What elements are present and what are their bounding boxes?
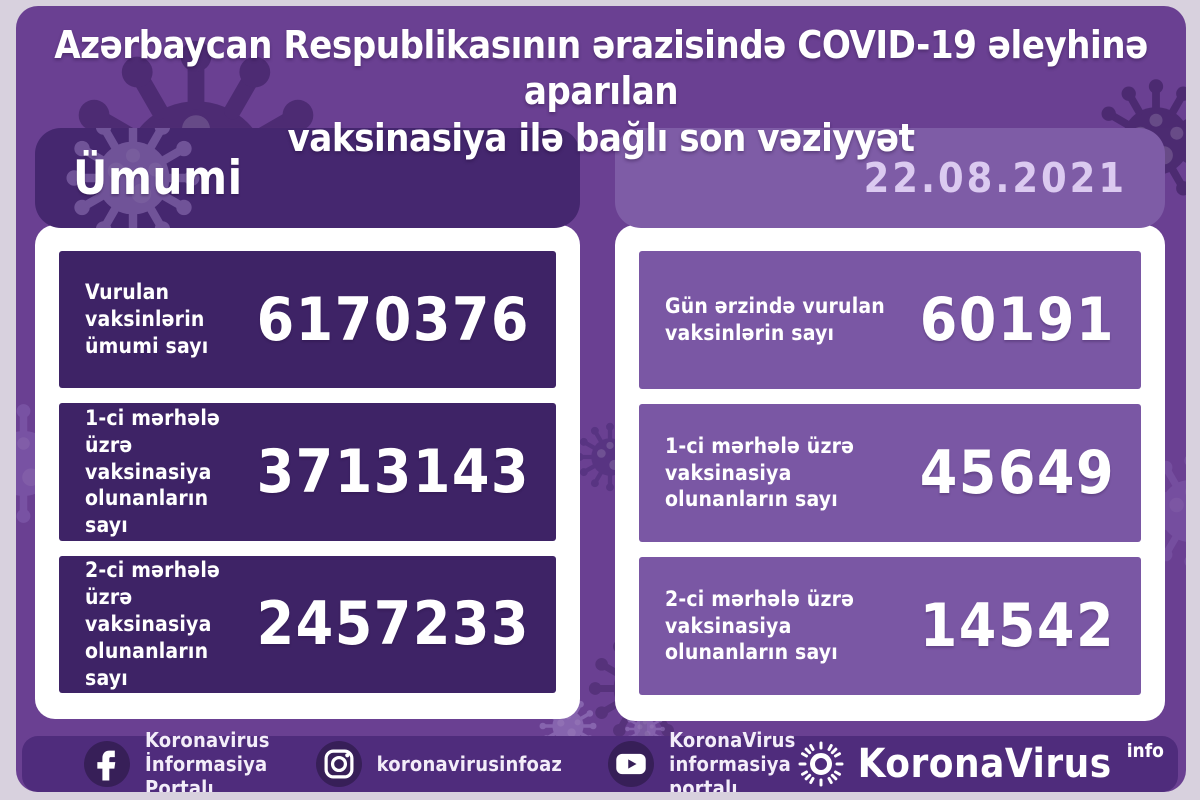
stat-value: 14542 [919, 591, 1115, 661]
stat-label-line2: ümumi sayı [85, 334, 209, 359]
stat-value: 2457233 [256, 589, 530, 660]
stat-total-second-dose: 2-ci mərhələ üzrə vaksinasiya olunanları… [59, 555, 556, 693]
stat-label-line1: Gün ərzində vurulan [665, 294, 885, 319]
youtube-label: KoronaVirus informasiya portalı [669, 728, 796, 792]
stat-label: 1-ci mərhələ üzrə vaksinasiya olunanları… [85, 405, 257, 539]
stat-label-line1: 1-ci mərhələ üzrə [665, 433, 855, 458]
stat-label-line1: Vurulan vaksinlərin [85, 280, 205, 332]
stat-value: 3713143 [256, 436, 530, 507]
stat-value: 45649 [919, 438, 1115, 508]
brand-name: KoronaVirus [857, 741, 1112, 787]
stat-daily-vaccines: Gün ərzində vurulan vaksinlərin sayı 601… [639, 251, 1141, 389]
instagram-link[interactable]: koronavirusinfoaz [315, 741, 563, 787]
daily-stats-panel: Gün ərzində vurulan vaksinlərin sayı 601… [615, 225, 1165, 721]
stat-label: Gün ərzində vurulan vaksinlərin sayı [665, 293, 885, 347]
stat-label: 1-ci mərhələ üzrə vaksinasiya olunanları… [665, 433, 920, 514]
stat-label: 2-ci mərhələ üzrə vaksinasiya olunanları… [85, 557, 257, 691]
stat-value: 60191 [919, 285, 1115, 355]
report-date: 22.08.2021 [863, 154, 1127, 202]
daily-section-header: 22.08.2021 [615, 128, 1165, 228]
stat-daily-first-dose: 1-ci mərhələ üzrə vaksinasiya olunanları… [639, 404, 1141, 542]
stat-label-line1: 1-ci mərhələ üzrə [85, 405, 221, 457]
stat-label-line2: vaksinasiya olunanların sayı [85, 611, 212, 690]
stat-total-vaccines: Vurulan vaksinlərin ümumi sayı 6170376 [59, 251, 556, 389]
page-title: Azərbaycan Respublikasının ərazisində CO… [16, 22, 1186, 161]
stat-label: 2-ci mərhələ üzrə vaksinasiya olunanları… [665, 586, 920, 667]
stat-label: Vurulan vaksinlərin ümumi sayı [85, 279, 257, 360]
page-title-line1: Azərbaycan Respublikasının ərazisində CO… [54, 23, 1148, 114]
brand-superscript: info [1126, 740, 1164, 762]
virus-logo-icon [798, 741, 844, 787]
stat-label-line2: vaksinasiya olunanların sayı [665, 460, 838, 512]
facebook-link[interactable]: Koronavirus İnformasiya Portalı [84, 728, 270, 792]
infographic-canvas: Azərbaycan Respublikasının ərazisində CO… [16, 6, 1186, 792]
stat-label-line2: vaksinasiya olunanların sayı [665, 613, 838, 665]
facebook-label: Koronavirus İnformasiya Portalı [145, 728, 270, 792]
koronavirus-info-logo: KoronaVirus info [796, 739, 1164, 789]
stat-value: 6170376 [256, 284, 530, 355]
stat-label-line1: 2-ci mərhələ üzrə [85, 558, 221, 609]
facebook-icon [84, 741, 130, 787]
total-stats-panel: Vurulan vaksinlərin ümumi sayı 6170376 1… [35, 225, 580, 719]
page-title-line2: vaksinasiya ilə bağlı son vəziyyət [287, 115, 915, 160]
stat-label-line1: 2-ci mərhələ üzrə [665, 586, 855, 611]
instagram-icon [315, 741, 362, 787]
stat-label-line2: vaksinlərin sayı [665, 321, 835, 345]
stat-label-line2: vaksinasiya olunanların sayı [85, 459, 212, 538]
instagram-label: koronavirusinfoaz [376, 752, 563, 776]
youtube-link[interactable]: KoronaVirus informasiya portalı [608, 728, 796, 792]
stat-total-first-dose: 1-ci mərhələ üzrə vaksinasiya olunanları… [59, 403, 556, 541]
youtube-icon [608, 741, 655, 787]
stat-daily-second-dose: 2-ci mərhələ üzrə vaksinasiya olunanları… [639, 557, 1141, 695]
footer-bar: Koronavirus İnformasiya Portalı koronavi… [22, 728, 1178, 792]
